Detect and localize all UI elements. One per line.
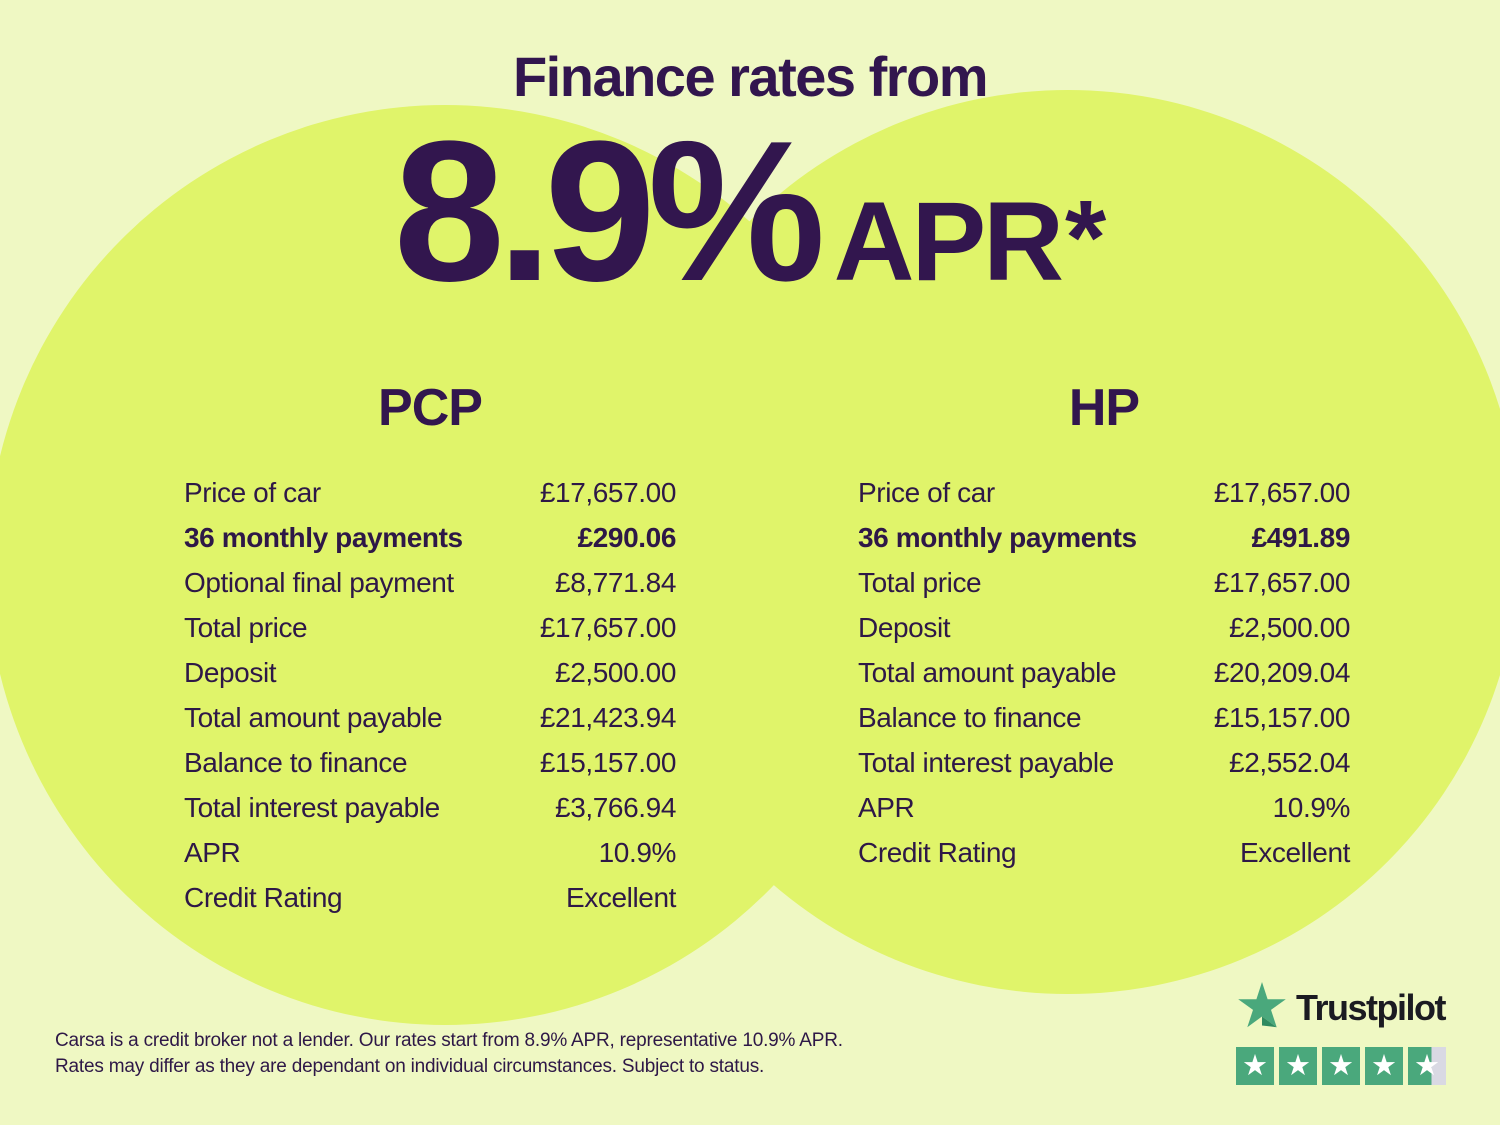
row-label: Total price — [184, 612, 308, 643]
table-row: Deposit £2,500.00 — [184, 650, 676, 695]
row-value: Excellent — [565, 882, 676, 913]
star-box-4: ★ — [1365, 1047, 1403, 1085]
table-row: 36 monthly payments £491.89 — [858, 515, 1350, 560]
star-icon: ★ — [1242, 1047, 1268, 1082]
trustpilot-star-icon — [1236, 980, 1288, 1035]
table-row: Optional final payment £8,771.84 — [184, 560, 676, 605]
trustpilot-rating-stars: ★ ★ ★ ★ ★ — [1236, 1047, 1451, 1085]
row-label: Balance to finance — [184, 747, 408, 778]
pcp-heading: PCP — [378, 379, 483, 437]
row-label: APR — [858, 792, 915, 823]
row-label: Credit Rating — [184, 882, 343, 913]
row-value: £17,657.00 — [1213, 477, 1351, 508]
table-row: Price of car £17,657.00 — [184, 470, 676, 515]
row-label: Optional final payment — [184, 567, 454, 598]
star-box-2: ★ — [1279, 1047, 1317, 1085]
row-value: £17,657.00 — [539, 612, 677, 643]
table-row: Total amount payable £20,209.04 — [858, 650, 1350, 695]
trustpilot-brand-text: Trustpilot — [1296, 986, 1447, 1028]
row-label: 36 monthly payments — [184, 522, 463, 553]
row-value: £20,209.04 — [1213, 657, 1351, 688]
row-label: 36 monthly payments — [858, 522, 1137, 553]
row-label: Deposit — [184, 657, 277, 688]
row-label: APR — [184, 837, 241, 868]
row-label: Price of car — [858, 477, 995, 508]
hero-rate: 8.9% APR * — [0, 112, 1500, 312]
pcp-column: PCP Price of car £17,657.00 36 monthly p… — [184, 382, 676, 920]
row-value: £2,500.00 — [1229, 612, 1350, 643]
table-row: Price of car £17,657.00 — [858, 470, 1350, 515]
row-value: £17,657.00 — [539, 477, 677, 508]
trustpilot-logo: Trustpilot — [1236, 980, 1451, 1035]
disclaimer-text: Carsa is a credit broker not a lender. O… — [55, 1028, 843, 1080]
hero-asterisk: * — [1065, 179, 1107, 297]
row-value: £17,657.00 — [1213, 567, 1351, 598]
row-value: 10.9% — [598, 837, 677, 868]
row-label: Deposit — [858, 612, 951, 643]
table-row: Total interest payable £3,766.94 — [184, 785, 676, 830]
row-value: £8,771.84 — [555, 567, 676, 598]
star-box-1: ★ — [1236, 1047, 1274, 1085]
star-icon: ★ — [1371, 1047, 1397, 1082]
star-box-3: ★ — [1322, 1047, 1360, 1085]
row-label: Total interest payable — [184, 792, 440, 823]
page-title: Finance rates from — [512, 45, 989, 108]
table-row: 36 monthly payments £290.06 — [184, 515, 676, 560]
row-value: £2,500.00 — [555, 657, 676, 688]
disclaimer-line-1: Carsa is a credit broker not a lender. O… — [55, 1030, 843, 1051]
table-row: Credit Rating Excellent — [184, 875, 676, 920]
row-label: Price of car — [184, 477, 321, 508]
hero-rate-value: 8.9% — [393, 100, 826, 323]
row-label: Total price — [858, 567, 982, 598]
background-circle-right — [616, 90, 1500, 994]
hp-heading: HP — [1068, 379, 1140, 437]
table-row: Deposit £2,500.00 — [858, 605, 1350, 650]
table-row: Total amount payable £21,423.94 — [184, 695, 676, 740]
row-label: Total interest payable — [858, 747, 1114, 778]
row-label: Total amount payable — [184, 702, 443, 733]
row-value: £15,157.00 — [539, 747, 677, 778]
row-value: £3,766.94 — [555, 792, 676, 823]
row-label: Credit Rating — [858, 837, 1017, 868]
table-row: Total price £17,657.00 — [858, 560, 1350, 605]
row-label: Total amount payable — [858, 657, 1117, 688]
table-row: Total interest payable £2,552.04 — [858, 740, 1350, 785]
table-row: Total price £17,657.00 — [184, 605, 676, 650]
star-box-5-half: ★ — [1408, 1047, 1446, 1085]
row-value: 10.9% — [1272, 792, 1351, 823]
hp-column: HP Price of car £17,657.00 36 monthly pa… — [858, 382, 1350, 875]
table-row: Credit Rating Excellent — [858, 830, 1350, 875]
row-value: £15,157.00 — [1213, 702, 1351, 733]
row-value: £290.06 — [577, 522, 677, 553]
row-value: £21,423.94 — [539, 702, 677, 733]
row-value: £491.89 — [1251, 522, 1351, 553]
star-icon: ★ — [1414, 1047, 1440, 1082]
star-icon: ★ — [1285, 1047, 1311, 1082]
row-label: Balance to finance — [858, 702, 1082, 733]
table-row: Balance to finance £15,157.00 — [858, 695, 1350, 740]
row-value: Excellent — [1239, 837, 1350, 868]
table-row: APR 10.9% — [858, 785, 1350, 830]
table-row: APR 10.9% — [184, 830, 676, 875]
table-row: Balance to finance £15,157.00 — [184, 740, 676, 785]
row-value: £2,552.04 — [1229, 747, 1350, 778]
trustpilot-widget: Trustpilot ★ ★ ★ ★ ★ — [1236, 980, 1451, 1085]
disclaimer-line-2: Rates may differ as they are dependant o… — [55, 1056, 765, 1077]
star-icon: ★ — [1328, 1047, 1354, 1082]
hero-rate-suffix: APR — [833, 179, 1064, 304]
